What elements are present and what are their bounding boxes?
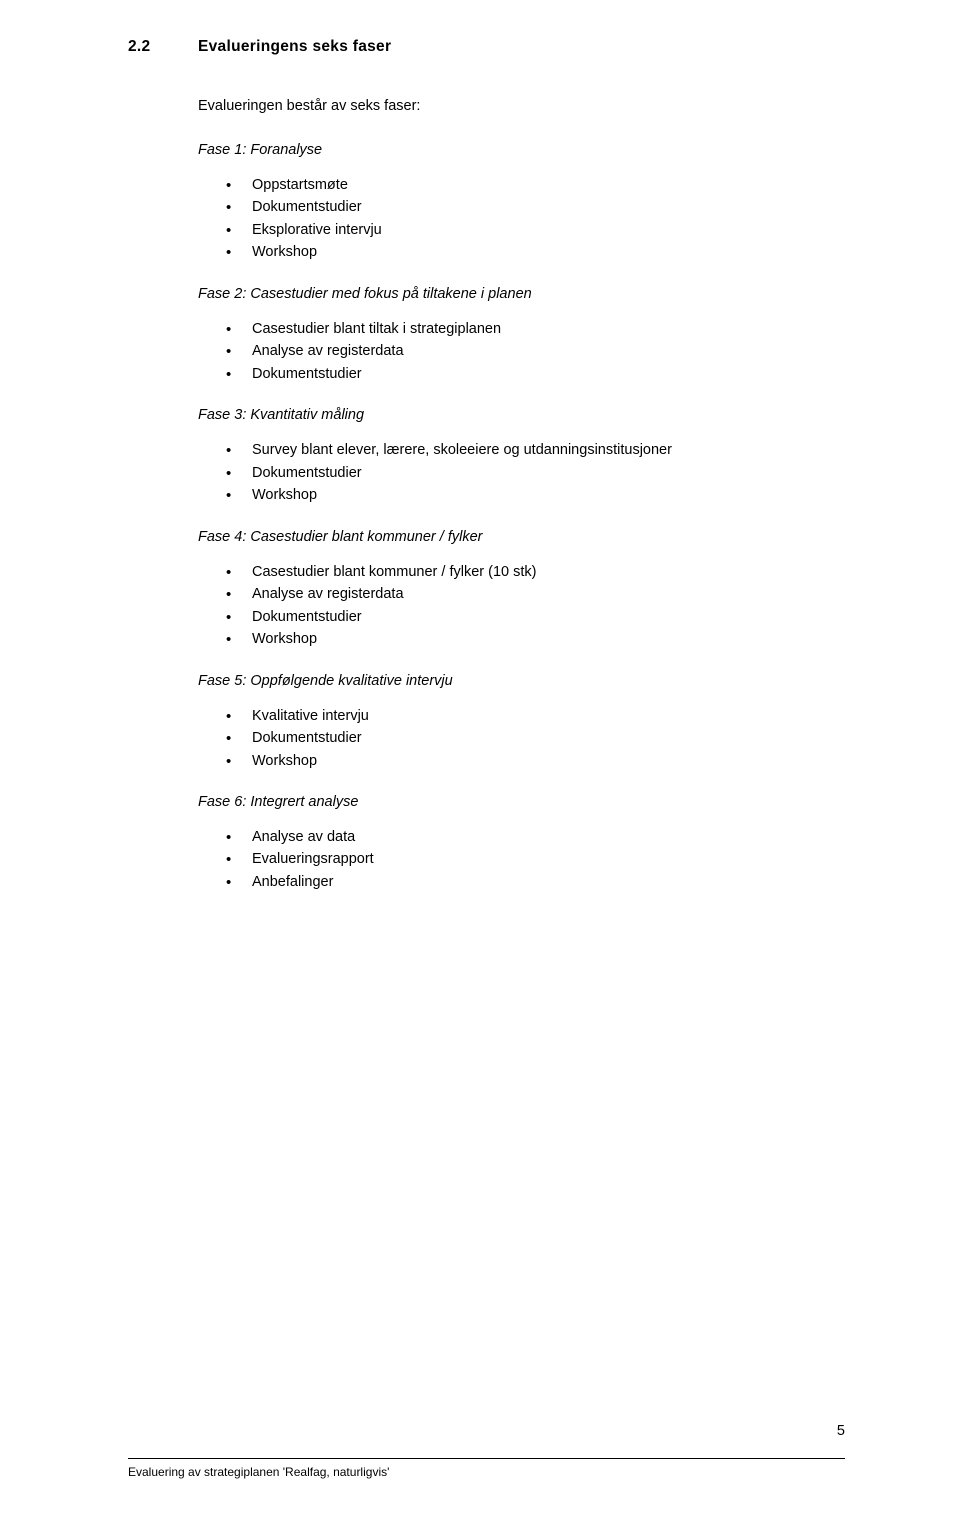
list-item: Survey blant elever, lærere, skoleeiere …	[252, 439, 845, 461]
list-item: Dokumentstudier	[252, 363, 845, 385]
phase-block-4: Fase 4: Casestudier blant kommuner / fyl…	[128, 529, 845, 651]
footer-divider	[128, 1458, 845, 1459]
list-item: Eksplorative intervju	[252, 219, 845, 241]
phase-title: Fase 6: Integrert analyse	[198, 794, 845, 810]
section-title: Evalueringens seks faser	[198, 38, 391, 56]
phase-title: Fase 4: Casestudier blant kommuner / fyl…	[198, 529, 845, 545]
list-item: Workshop	[252, 750, 845, 772]
list-item: Anbefalinger	[252, 871, 845, 893]
phase-list: Kvalitative intervju Dokumentstudier Wor…	[128, 705, 845, 772]
list-item: Workshop	[252, 241, 845, 263]
document-page: 2.2 Evalueringens seks faser Evalueringe…	[0, 0, 960, 1539]
list-item: Analyse av registerdata	[252, 340, 845, 362]
phase-block-1: Fase 1: Foranalyse Oppstartsmøte Dokumen…	[128, 142, 845, 264]
list-item: Dokumentstudier	[252, 196, 845, 218]
phase-block-3: Fase 3: Kvantitativ måling Survey blant …	[128, 407, 845, 506]
phase-title: Fase 2: Casestudier med fokus på tiltake…	[198, 286, 845, 302]
page-footer: Evaluering av strategiplanen 'Realfag, n…	[128, 1458, 845, 1479]
footer-text: Evaluering av strategiplanen 'Realfag, n…	[128, 1465, 845, 1479]
list-item: Casestudier blant tiltak i strategiplane…	[252, 318, 845, 340]
list-item: Workshop	[252, 484, 845, 506]
list-item: Kvalitative intervju	[252, 705, 845, 727]
phase-list: Analyse av data Evalueringsrapport Anbef…	[128, 826, 845, 893]
list-item: Analyse av registerdata	[252, 583, 845, 605]
intro-text: Evalueringen består av seks faser:	[198, 98, 845, 114]
list-item: Workshop	[252, 628, 845, 650]
list-item: Casestudier blant kommuner / fylker (10 …	[252, 561, 845, 583]
list-item: Dokumentstudier	[252, 462, 845, 484]
list-item: Oppstartsmøte	[252, 174, 845, 196]
list-item: Dokumentstudier	[252, 727, 845, 749]
phase-list: Survey blant elever, lærere, skoleeiere …	[128, 439, 845, 506]
page-number: 5	[837, 1423, 845, 1439]
section-heading: 2.2 Evalueringens seks faser	[128, 38, 845, 56]
phase-block-2: Fase 2: Casestudier med fokus på tiltake…	[128, 286, 845, 385]
phase-title: Fase 1: Foranalyse	[198, 142, 845, 158]
list-item: Analyse av data	[252, 826, 845, 848]
phase-block-6: Fase 6: Integrert analyse Analyse av dat…	[128, 794, 845, 893]
section-number: 2.2	[128, 38, 198, 56]
phase-block-5: Fase 5: Oppfølgende kvalitative intervju…	[128, 673, 845, 772]
phase-title: Fase 3: Kvantitativ måling	[198, 407, 845, 423]
phase-list: Casestudier blant tiltak i strategiplane…	[128, 318, 845, 385]
list-item: Evalueringsrapport	[252, 848, 845, 870]
phase-list: Oppstartsmøte Dokumentstudier Eksplorati…	[128, 174, 845, 264]
phase-title: Fase 5: Oppfølgende kvalitative intervju	[198, 673, 845, 689]
phase-list: Casestudier blant kommuner / fylker (10 …	[128, 561, 845, 651]
list-item: Dokumentstudier	[252, 606, 845, 628]
